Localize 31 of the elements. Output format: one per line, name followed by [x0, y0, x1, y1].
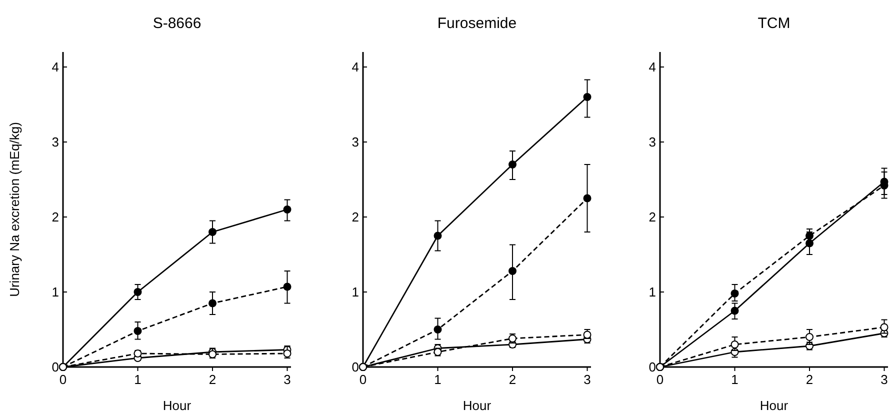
x-tick-label: 1: [134, 372, 142, 387]
x-tick-label: 1: [434, 372, 442, 387]
chart-title: S-8666: [152, 15, 202, 32]
y-tick-label: 4: [648, 60, 656, 75]
y-tick-label: 2: [52, 210, 59, 225]
x-tick-label: 2: [208, 372, 216, 387]
y-tick-label: 1: [352, 284, 359, 300]
y-axis-title: Urinary Na excretion (mEq/kg): [7, 122, 22, 297]
y-tick-label: 3: [648, 134, 656, 150]
y-tick-label: 4: [52, 60, 59, 75]
x-axis-title: Hour: [760, 398, 789, 413]
y-tick-label: 3: [52, 134, 59, 150]
y-tick-label: 2: [648, 210, 656, 225]
y-tick-label: 2: [352, 210, 359, 225]
x-tick-label: 3: [284, 372, 291, 387]
y-tick-label: 4: [352, 60, 359, 75]
x-tick-label: 3: [880, 372, 888, 387]
x-tick-label: 3: [584, 372, 591, 387]
y-tick-label: 3: [352, 134, 359, 150]
y-tick-label: 0: [352, 360, 359, 375]
x-axis-title: Hour: [462, 398, 492, 413]
y-tick-label: 1: [648, 284, 656, 300]
x-tick-label: 2: [806, 372, 814, 387]
chart-title: TCM: [758, 15, 790, 32]
x-tick-label: 2: [508, 372, 516, 387]
x-axis-title: Hour: [162, 398, 192, 413]
x-tick-label: 1: [731, 372, 738, 387]
y-tick-label: 1: [52, 284, 59, 300]
chart-title: Furosemide: [437, 15, 517, 32]
y-tick-label: 0: [648, 360, 656, 375]
y-tick-label: 0: [52, 360, 59, 375]
